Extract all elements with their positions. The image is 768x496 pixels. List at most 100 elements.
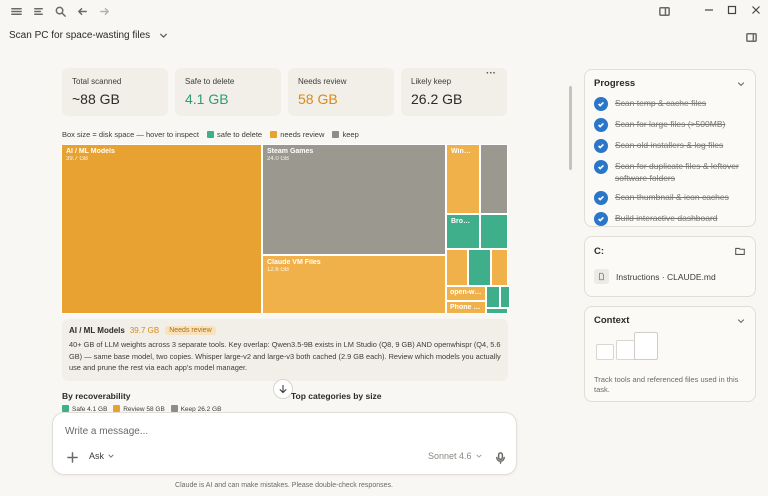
stat-label: Needs review: [298, 77, 347, 86]
chevron-down-icon: [475, 452, 483, 460]
mode-label: Ask: [89, 451, 105, 461]
context-illustration: [594, 332, 746, 370]
check-icon: [594, 212, 608, 226]
mini-swatch-safe: [62, 405, 69, 412]
stat-card-review: Needs review 58 GB: [288, 68, 394, 116]
menu-icon[interactable]: [5, 0, 27, 22]
sidebar-toggle-icon[interactable]: [27, 0, 49, 22]
tile-keep-small[interactable]: [480, 144, 508, 214]
drive-title: C:: [594, 245, 605, 257]
progress-item: Scan thumbnail & icon caches: [594, 191, 746, 205]
legend-caption: Box size = disk space — hover to inspect: [62, 130, 199, 139]
model-label: Sonnet 4.6: [428, 451, 472, 461]
tile-size: 24.0 GB: [267, 156, 290, 162]
conversation-title[interactable]: Scan PC for space-wasting files: [9, 30, 169, 41]
legend-keep: keep: [342, 130, 359, 139]
tile-safe-small-4[interactable]: [500, 286, 510, 308]
progress-title: Progress: [594, 78, 636, 89]
detail-size: 39.7 GB: [129, 326, 160, 335]
progress-item-label: Scan thumbnail & icon caches: [615, 192, 729, 202]
tile-windows[interactable]: Window...: [446, 144, 480, 214]
file-row[interactable]: Instructions · CLAUDE.md: [594, 269, 746, 284]
progress-item-label: Scan temp & cache files: [615, 98, 707, 108]
legend-swatch-keep: [332, 131, 340, 138]
stat-card-safe: Safe to delete 4.1 GB: [175, 68, 281, 116]
tile-browsers[interactable]: Brows...: [446, 214, 480, 249]
mini-legend-review: Review 58 GB: [123, 406, 165, 413]
check-icon: [594, 191, 608, 205]
mini-legend-keep: Keep 26.2 GB: [180, 406, 222, 413]
card-more-button[interactable]: ···: [486, 68, 496, 79]
panel-icon[interactable]: [740, 26, 762, 48]
check-icon: [594, 118, 608, 132]
forward-arrow-icon[interactable]: [93, 0, 115, 22]
mic-icon[interactable]: [489, 446, 511, 468]
section-top-categories: Top categories by size: [291, 391, 382, 401]
stat-card-total: Total scanned ~88 GB: [62, 68, 168, 116]
tile-safe-small-2[interactable]: [468, 249, 491, 286]
plus-icon[interactable]: [61, 446, 83, 468]
mini-swatch-review: [113, 405, 121, 412]
tile-openwhispr[interactable]: open-wh...: [446, 286, 486, 301]
stat-card-keep: Likely keep 26.2 GB: [401, 68, 507, 116]
file-icon: [594, 269, 609, 284]
legend-swatch-safe: [207, 131, 215, 138]
tile-name: Steam Games: [267, 148, 314, 155]
tile-name: Window...: [451, 148, 475, 155]
tile-name: Brows...: [451, 218, 475, 225]
tile-ai-ml-models[interactable]: AI / ML Models 39.7 GB: [61, 144, 262, 314]
file-name: Instructions · CLAUDE.md: [616, 271, 716, 282]
progress-panel: Progress Scan temp & cache files Scan fo…: [584, 69, 756, 227]
legend-review: needs review: [280, 130, 325, 139]
tile-safe-small-1[interactable]: [480, 214, 508, 249]
mini-legend-safe: Safe 4.1 GB: [72, 406, 108, 413]
stat-value: 4.1 GB: [185, 91, 229, 107]
progress-item: Build interactive dashboard: [594, 212, 746, 226]
stat-value: 26.2 GB: [411, 91, 463, 107]
scrollbar-thumb[interactable]: [569, 86, 572, 170]
search-icon[interactable]: [49, 0, 71, 22]
arrow-down-icon: [278, 384, 288, 394]
tile-review-small-2[interactable]: [491, 249, 508, 286]
detail-badge: Needs review: [165, 326, 216, 335]
chevron-down-icon[interactable]: [736, 316, 746, 326]
chevron-down-icon: [107, 452, 115, 460]
back-arrow-icon[interactable]: [71, 0, 93, 22]
stat-value: 58 GB: [298, 91, 338, 107]
tile-name: Claude VM Files: [267, 259, 321, 266]
context-panel: Context Track tools and referenced files…: [584, 306, 756, 402]
tile-phone-link[interactable]: Phone L...: [446, 301, 486, 314]
progress-item-label: Scan for duplicate files & leftover soft…: [615, 161, 739, 183]
tile-steam-games[interactable]: Steam Games 24.0 GB: [262, 144, 446, 255]
section-recoverability: By recoverability: [62, 391, 131, 401]
model-selector[interactable]: Sonnet 4.6: [428, 451, 483, 461]
minimize-icon[interactable]: [699, 2, 719, 18]
mode-selector[interactable]: Ask: [89, 451, 115, 461]
detail-text: 40+ GB of LLM weights across 3 separate …: [69, 340, 501, 372]
scroll-down-button[interactable]: [273, 379, 293, 399]
tile-name: AI / ML Models: [66, 148, 115, 155]
chevron-down-icon[interactable]: [736, 79, 746, 89]
context-text: Track tools and referenced files used in…: [594, 375, 739, 394]
stat-label: Total scanned: [72, 77, 122, 86]
treemap: AI / ML Models 39.7 GB Steam Games 24.0 …: [61, 144, 510, 314]
detail-name: AI / ML Models: [69, 326, 125, 335]
check-icon: [594, 97, 608, 111]
tile-claude-vm-files[interactable]: Claude VM Files 12.6 GB: [262, 255, 446, 314]
close-icon[interactable]: [746, 2, 766, 18]
tile-safe-small-5[interactable]: [486, 308, 508, 314]
detail-panel: AI / ML Models 39.7 GB Needs review 40+ …: [62, 319, 508, 381]
check-icon: [594, 160, 608, 174]
tile-name: open-wh...: [450, 289, 482, 296]
layout-icon[interactable]: [653, 0, 675, 22]
tile-review-small-1[interactable]: [446, 249, 468, 286]
progress-item-label: Build interactive dashboard: [615, 213, 718, 223]
progress-item: Scan old installers & log files: [594, 139, 746, 153]
message-input[interactable]: Write a message...: [65, 426, 149, 437]
legend-safe: safe to delete: [217, 130, 263, 139]
tile-safe-small-3[interactable]: [486, 286, 500, 308]
progress-item: Scan for large files (>500MB): [594, 118, 746, 132]
folder-icon[interactable]: [734, 245, 746, 257]
check-icon: [594, 139, 608, 153]
maximize-icon[interactable]: [722, 2, 742, 18]
